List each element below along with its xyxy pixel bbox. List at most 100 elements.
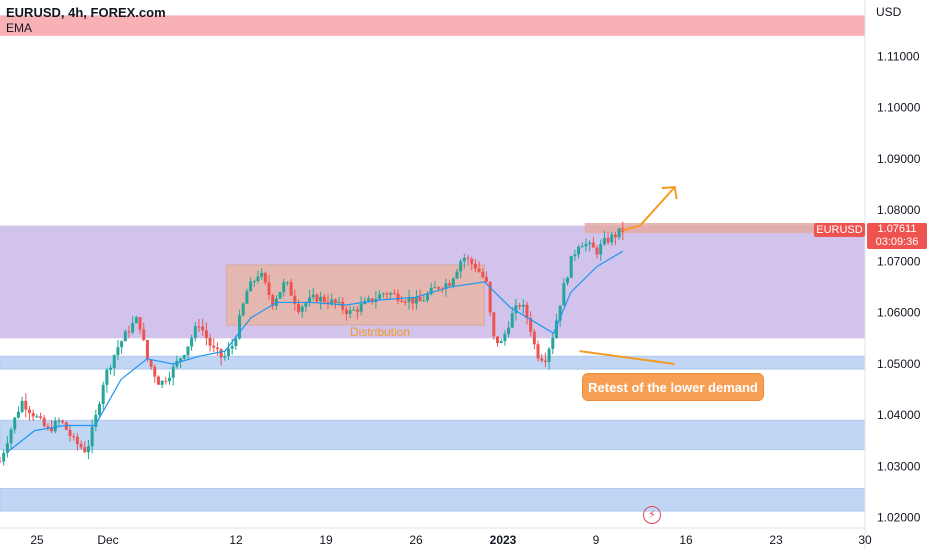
candle-body bbox=[64, 422, 68, 430]
candle-body bbox=[477, 268, 481, 272]
retest-callout[interactable]: Retest of the lower demand bbox=[582, 373, 764, 401]
candle-body bbox=[190, 337, 194, 347]
candle-body bbox=[204, 330, 208, 338]
candle-body bbox=[116, 347, 120, 356]
candle-body bbox=[289, 282, 293, 296]
candle-body bbox=[437, 287, 441, 289]
candle-body bbox=[293, 295, 297, 304]
candle-body bbox=[411, 297, 415, 304]
candle-body bbox=[127, 331, 131, 333]
candle-body bbox=[319, 296, 323, 302]
time-tick-label: 16 bbox=[679, 533, 693, 547]
candle-body bbox=[532, 331, 536, 345]
candle-body bbox=[602, 237, 606, 245]
candle-body bbox=[444, 283, 448, 290]
symbol-badge: EURUSD bbox=[814, 223, 865, 237]
price-tick-label: 1.07000 bbox=[877, 254, 921, 268]
candle-body bbox=[451, 278, 455, 286]
candle-body bbox=[613, 234, 617, 238]
candle-body bbox=[24, 400, 28, 410]
candle-body bbox=[16, 411, 20, 418]
candle-body bbox=[179, 358, 183, 361]
candle-body bbox=[112, 355, 116, 368]
candle-body bbox=[123, 331, 127, 342]
candle-body bbox=[547, 348, 551, 363]
candle-body bbox=[311, 294, 315, 298]
candle-body bbox=[514, 305, 518, 314]
price-tick-label: 1.05000 bbox=[877, 357, 921, 371]
candle-body bbox=[263, 273, 267, 283]
candle-body bbox=[260, 273, 264, 277]
lightning-replay-icon[interactable]: ⚡ bbox=[643, 506, 661, 524]
time-tick-label: 26 bbox=[409, 533, 423, 547]
candle-body bbox=[31, 413, 35, 417]
bar-countdown: 03:09:36 bbox=[875, 236, 919, 248]
candle-body bbox=[352, 309, 356, 311]
time-tick-label: 23 bbox=[769, 533, 783, 547]
zone-supply-0 bbox=[0, 15, 865, 36]
time-tick-label: 9 bbox=[593, 533, 600, 547]
ema-line bbox=[8, 250, 624, 452]
candle-body bbox=[370, 298, 374, 303]
candle-body bbox=[341, 301, 345, 310]
candle-body bbox=[521, 304, 525, 307]
candle-body bbox=[238, 315, 242, 339]
candle-body bbox=[330, 299, 334, 305]
candle-body bbox=[142, 329, 146, 341]
candle-body bbox=[2, 452, 6, 462]
retest-arrow bbox=[579, 350, 675, 365]
projection-arrow bbox=[622, 186, 676, 232]
candle-body bbox=[510, 313, 514, 328]
current-supply-band bbox=[584, 222, 865, 234]
candle-body bbox=[101, 384, 105, 405]
candle-body bbox=[98, 404, 102, 415]
time-tick-label: 19 bbox=[319, 533, 333, 547]
zone-demand-3 bbox=[0, 419, 866, 451]
price-tick-label: 1.02000 bbox=[877, 511, 921, 525]
candle-body bbox=[53, 420, 57, 432]
candle-body bbox=[156, 376, 160, 385]
candle-body bbox=[304, 303, 308, 307]
candle-body bbox=[252, 280, 256, 282]
chart-title: EURUSD, 4h, FOREX.com bbox=[6, 5, 166, 20]
candle-body bbox=[9, 429, 13, 444]
candle-body bbox=[422, 300, 426, 302]
candle-body bbox=[134, 317, 138, 324]
candle-body bbox=[425, 294, 429, 301]
candle-body bbox=[540, 358, 544, 361]
price-tick-label: 1.09000 bbox=[877, 152, 921, 166]
candle-body bbox=[109, 367, 113, 370]
candle-body bbox=[499, 341, 503, 343]
candle-body bbox=[588, 242, 592, 245]
indicator-label[interactable]: EMA bbox=[6, 21, 33, 35]
candle-body bbox=[470, 258, 474, 264]
candle-body bbox=[131, 323, 135, 333]
candle-body bbox=[223, 355, 227, 358]
candle-body bbox=[466, 257, 470, 259]
candle-body bbox=[418, 296, 422, 302]
candle-body bbox=[529, 318, 533, 332]
candle-body bbox=[433, 287, 437, 289]
candle-body bbox=[595, 247, 599, 255]
candle-body bbox=[230, 346, 234, 349]
price-tick-label: 1.10000 bbox=[877, 101, 921, 115]
candle-body bbox=[392, 293, 396, 295]
candle-body bbox=[580, 246, 584, 248]
candle-body bbox=[241, 303, 245, 316]
candle-body bbox=[79, 443, 83, 448]
candle-body bbox=[145, 340, 149, 360]
candle-body bbox=[610, 234, 614, 243]
currency-label: USD bbox=[876, 5, 902, 19]
price-tick-label: 1.03000 bbox=[877, 459, 921, 473]
candle-body bbox=[164, 380, 168, 382]
candle-body bbox=[35, 416, 39, 418]
candle-body bbox=[256, 276, 260, 281]
candle-body bbox=[83, 447, 87, 453]
candle-body bbox=[249, 281, 253, 292]
candle-body bbox=[175, 360, 179, 367]
zone-demand-2 bbox=[0, 355, 866, 370]
candle-body bbox=[234, 338, 238, 347]
candle-body bbox=[484, 276, 488, 282]
